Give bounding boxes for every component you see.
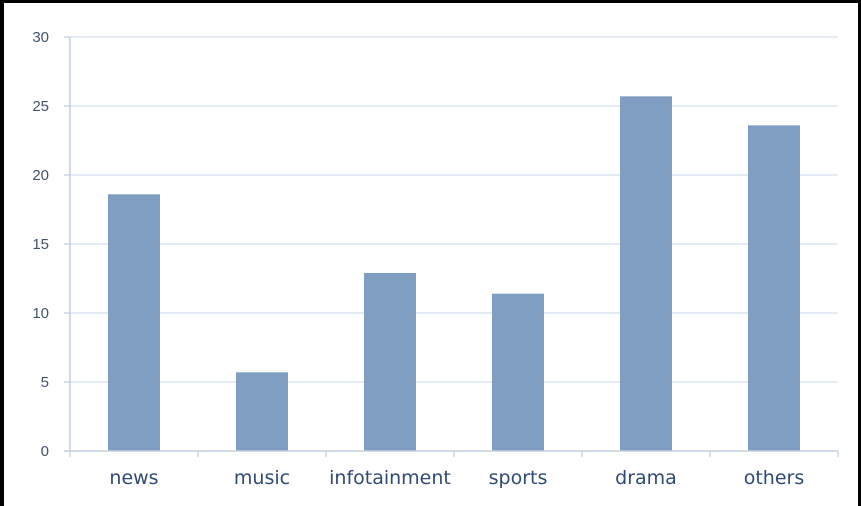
bar-drama bbox=[620, 96, 672, 451]
gridlines bbox=[64, 36, 838, 452]
bar-music bbox=[236, 372, 288, 451]
y-tick-label: 5 bbox=[41, 374, 49, 391]
y-tick-label: 20 bbox=[32, 167, 49, 184]
y-tick-label: 15 bbox=[32, 236, 49, 253]
bar-infotainment bbox=[364, 272, 416, 451]
y-tick-label: 30 bbox=[32, 29, 49, 46]
y-tick-label: 0 bbox=[41, 443, 49, 460]
x-axis bbox=[64, 37, 839, 457]
bar-others bbox=[748, 125, 800, 451]
x-category-label: drama bbox=[615, 467, 677, 489]
bars bbox=[108, 96, 800, 451]
y-axis-tick-labels: 0 5 10 15 20 25 30 bbox=[32, 29, 49, 460]
y-tick-label: 25 bbox=[32, 98, 49, 115]
x-category-label: others bbox=[744, 467, 805, 489]
x-category-label: infotainment bbox=[329, 467, 451, 489]
bar-sports bbox=[492, 293, 544, 451]
x-category-label: news bbox=[109, 467, 158, 489]
bar-news bbox=[108, 194, 160, 451]
x-axis-category-labels: news music infotainment sports drama others bbox=[109, 467, 804, 489]
x-category-label: music bbox=[234, 467, 290, 489]
y-tick-label: 10 bbox=[32, 305, 49, 322]
x-category-label: sports bbox=[489, 467, 548, 489]
